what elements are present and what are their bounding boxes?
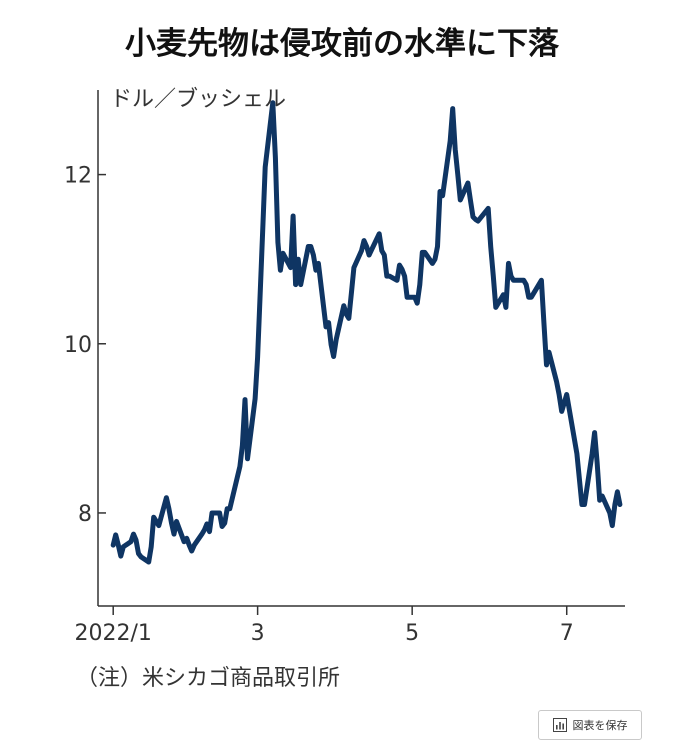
chart-title: 小麦先物は侵攻前の水準に下落: [125, 26, 559, 62]
x-tick-label: 3: [251, 621, 265, 646]
series-line-wheat-price: [110, 100, 623, 565]
x-tick-label: 2022/1: [74, 621, 151, 646]
source-note: （注）米シカゴ商品取引所: [76, 666, 341, 691]
x-tick-label: 7: [560, 621, 574, 646]
chart-axes: [97, 90, 625, 607]
y-tick-label: 10: [64, 333, 92, 358]
save-chart-button[interactable]: 図表を保存: [538, 710, 642, 740]
save-chart-button-label: 図表を保存: [572, 719, 628, 732]
x-tick-label: 5: [405, 621, 419, 646]
chart-ticks: 8 10 12 2022/1 3 5 7: [64, 164, 574, 646]
y-axis-unit-label: ドル／ブッシェル: [110, 87, 286, 112]
y-tick-label: 12: [64, 164, 92, 189]
y-tick-label: 8: [78, 502, 92, 527]
wheat-futures-chart: 8 10 12 2022/1 3 5 7 ドル／ブッシェル: [64, 87, 625, 646]
chart-icon: [552, 718, 567, 732]
